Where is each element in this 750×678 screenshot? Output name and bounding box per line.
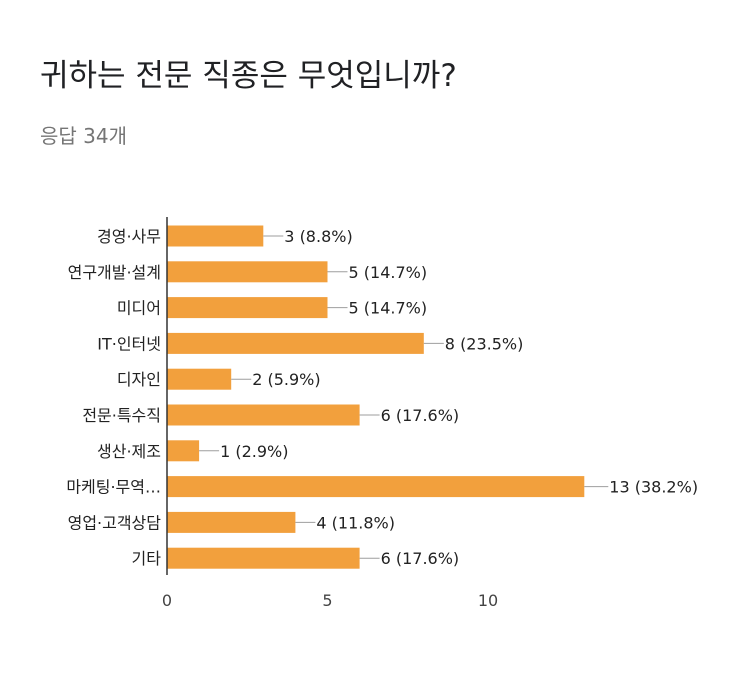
bar-10	[167, 547, 360, 569]
category-label-2: 연구개발·설계	[68, 263, 161, 282]
category-label-5: 디자인	[117, 370, 161, 389]
bar-7	[167, 440, 200, 462]
response-count: 응답 34개	[40, 124, 128, 148]
x-tick-label-0: 0	[162, 591, 172, 610]
category-label-4: IT·인터넷	[97, 334, 161, 353]
data-label-4: 8 (23.5%)	[445, 334, 524, 353]
category-label-10: 기타	[132, 549, 162, 568]
bar-3	[167, 297, 328, 319]
bar-2	[167, 261, 328, 283]
bar-8	[167, 476, 585, 498]
bar-1	[167, 225, 264, 247]
data-label-5: 2 (5.9%)	[252, 370, 320, 389]
category-label-7: 생산·제조	[97, 442, 161, 461]
data-label-9: 4 (11.8%)	[316, 513, 395, 532]
bar-9	[167, 511, 296, 533]
bar-6	[167, 404, 360, 426]
data-label-10: 6 (17.6%)	[381, 549, 460, 568]
question-title: 귀하는 전문 직종은 무엇입니까?	[40, 58, 457, 94]
category-label-8: 마케팅·무역…	[66, 478, 161, 497]
data-label-2: 5 (14.7%)	[349, 263, 428, 282]
bar-4	[167, 332, 424, 354]
category-label-3: 미디어	[117, 299, 161, 318]
data-label-7: 1 (2.9%)	[220, 442, 288, 461]
bar-5	[167, 368, 232, 390]
data-label-8: 13 (38.2%)	[609, 478, 698, 497]
category-label-6: 전문·특수직	[82, 406, 161, 425]
data-label-6: 6 (17.6%)	[381, 406, 460, 425]
x-tick-label-10: 10	[478, 591, 498, 610]
category-label-9: 영업·고객상담	[68, 513, 162, 532]
data-label-1: 3 (8.8%)	[284, 227, 352, 246]
category-label-1: 경영·사무	[97, 227, 161, 246]
x-tick-label-5: 5	[322, 591, 332, 610]
data-label-3: 5 (14.7%)	[349, 299, 428, 318]
